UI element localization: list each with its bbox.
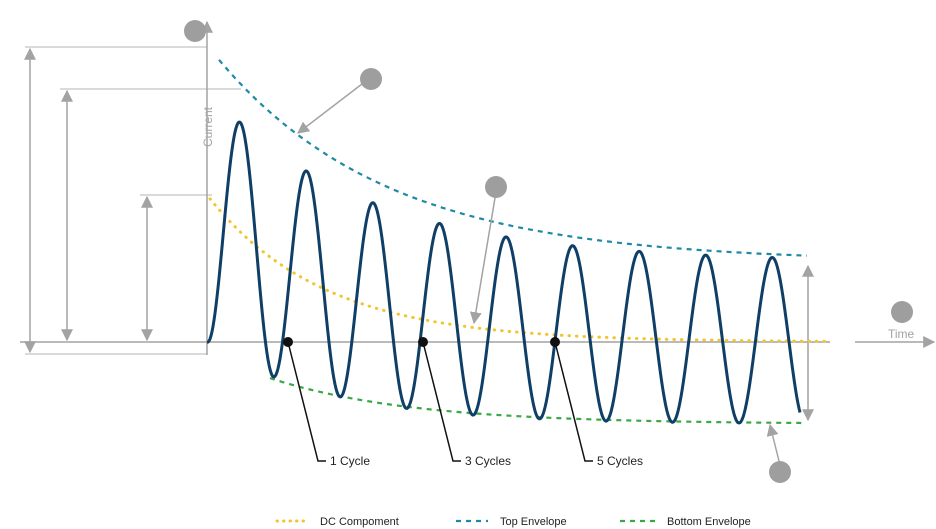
legend-label: Top Envelope bbox=[500, 516, 567, 528]
top-envelope-line bbox=[218, 59, 808, 257]
callout-marker-icon bbox=[360, 68, 382, 90]
cycle-label-1: 1 Cycle bbox=[330, 454, 370, 468]
callout-marker-icon bbox=[485, 176, 507, 198]
cycle-marker-1: 1 Cycle bbox=[283, 337, 370, 468]
callout-marker-icon bbox=[184, 20, 206, 42]
callout-arrow-bottom-envelope bbox=[766, 423, 781, 466]
extension-lines bbox=[25, 46, 241, 355]
cycle-label-3: 3 Cycles bbox=[465, 454, 511, 468]
asymmetric-current-waveform bbox=[206, 120, 802, 425]
cycle-dot bbox=[418, 337, 428, 347]
legend-label: DC Compoment bbox=[320, 516, 399, 528]
callout-marker-icon bbox=[891, 301, 913, 323]
cycle-leader-line bbox=[422, 341, 461, 462]
cycle-dot bbox=[550, 337, 560, 347]
legend-item-bottom-envelope: Bottom Envelope bbox=[620, 516, 751, 528]
callout-marker-icon bbox=[769, 461, 791, 483]
cycle-marker-3: 3 Cycles bbox=[418, 337, 511, 468]
cycle-label-5: 5 Cycles bbox=[597, 454, 643, 468]
cycle-leader-line bbox=[287, 341, 326, 462]
legend: DC Compoment Top Envelope Bottom Envelop… bbox=[275, 516, 751, 528]
x-axis-label: Time bbox=[888, 327, 915, 341]
cycle-leader-line bbox=[554, 341, 593, 462]
cycle-markers: 1 Cycle 3 Cycles 5 Cycles bbox=[283, 337, 643, 468]
callout-arrow-dc-component bbox=[469, 191, 497, 325]
dimension-arrows bbox=[24, 47, 814, 422]
y-axis-label: Current bbox=[201, 106, 215, 147]
cycle-marker-5: 5 Cycles bbox=[550, 337, 643, 468]
cycle-dot bbox=[283, 337, 293, 347]
callout-markers bbox=[184, 20, 913, 483]
legend-item-dc-component: DC Compoment bbox=[275, 516, 399, 528]
legend-item-top-envelope: Top Envelope bbox=[456, 516, 567, 528]
dc-component-line bbox=[208, 197, 832, 343]
callout-arrow-top-envelope bbox=[297, 83, 363, 134]
legend-label: Bottom Envelope bbox=[667, 516, 751, 528]
callout-arrows bbox=[297, 83, 781, 466]
